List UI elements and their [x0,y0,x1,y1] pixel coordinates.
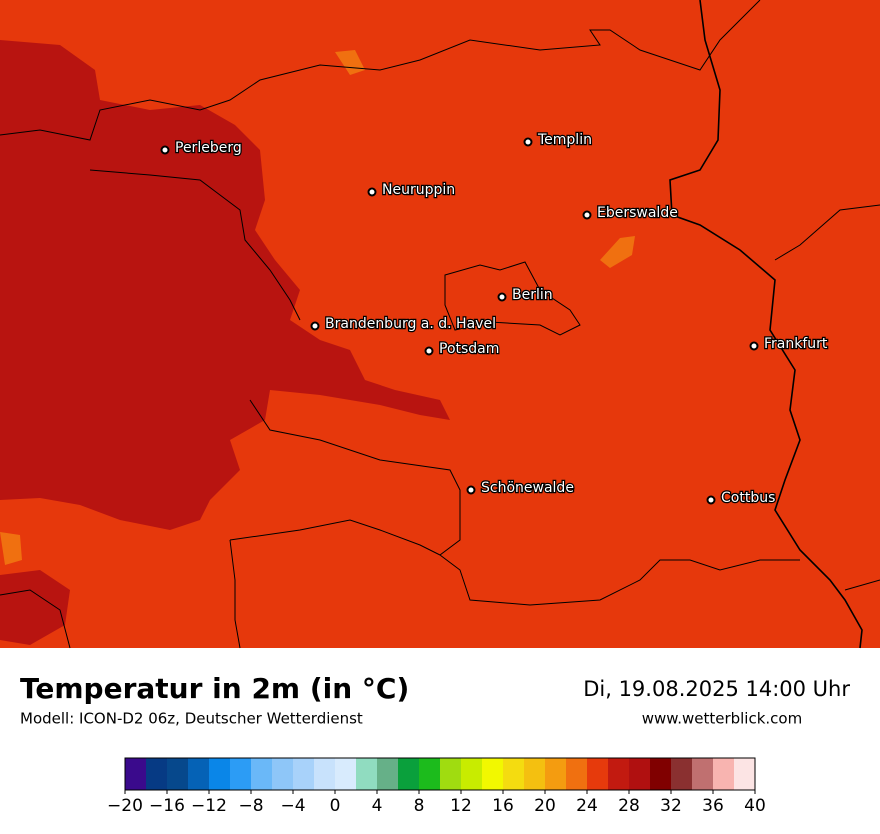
colorbar-tick-label: 4 [372,796,383,816]
colorbar-swatch [335,758,357,790]
city-marker [582,210,592,220]
colorbar-swatch [125,758,147,790]
colorbar-tick-label: −16 [149,796,185,816]
colorbar-tick-label: −12 [191,796,227,816]
date: Di, 19.08.2025 14:00 Uhr [583,677,850,701]
city-marker [466,485,476,495]
city-label: Cottbus [721,490,775,506]
colorbar-swatch [188,758,210,790]
colorbar-tick-label: 36 [702,796,724,816]
city-label: Templin [537,132,592,148]
colorbar-tick-label: 0 [330,796,341,816]
city-label: Frankfurt [764,336,828,352]
city-marker [749,341,759,351]
colorbar-tick-label: −20 [107,796,143,816]
national-border [669,0,863,649]
warm-patch [335,50,365,75]
city-marker [367,187,377,197]
website: www.wetterblick.com [642,710,802,728]
colorbar-swatch [587,758,609,790]
city-label: Schönewalde [481,480,574,496]
colorbar-swatch [461,758,483,790]
colorbar-swatch [377,758,399,790]
colorbar-swatch [251,758,273,790]
colorbar-swatch [671,758,693,790]
colorbar-swatch [650,758,672,790]
state-border [0,0,761,141]
city-label: Perleberg [175,140,242,156]
colorbar-swatch [692,758,714,790]
colorbar-tick-label: 32 [660,796,682,816]
colorbar-swatch [545,758,567,790]
colorbar-swatch [482,758,504,790]
colorbar-swatch [503,758,525,790]
warm-patch [600,236,635,268]
colorbar-tick-label: 24 [576,796,598,816]
colorbar-swatch [356,758,378,790]
colorbar: −20 −16 −12 −8 −4 0 4 8 12 16 20 24 28 32 36 40 [107,757,766,816]
city-label: Neuruppin [382,182,455,198]
colorbar-swatch [608,758,630,790]
colorbar-tick-label: 40 [744,796,766,816]
city-label: Potsdam [439,341,499,357]
colorbar-tick-label: 16 [492,796,514,816]
city-marker [523,137,533,147]
colorbar-tick-label: 28 [618,796,640,816]
city-label: Eberswalde [597,205,678,221]
colorbar-swatch [734,758,756,790]
subtitle: Modell: ICON-D2 06z, Deutscher Wetterdie… [20,710,363,728]
colorbar-swatch [293,758,315,790]
colorbar-swatch [419,758,441,790]
colorbar-swatch [146,758,168,790]
colorbar-tick-label: 12 [450,796,472,816]
district-border [0,169,880,649]
colorbar-swatch [440,758,462,790]
berlin-border [444,261,581,336]
title: Temperatur in 2m (in °C) [20,672,409,705]
colorbar-tick-label: −4 [280,796,305,816]
hot-region [0,40,450,530]
city-marker [706,495,716,505]
colorbar-swatch [713,758,735,790]
colorbar-tick-label: 20 [534,796,556,816]
map [0,0,880,649]
colorbar-frame [124,757,756,791]
colorbar-swatch [230,758,252,790]
warm-patch [0,532,22,565]
city-label: Brandenburg a. d. Havel [325,316,496,332]
colorbar-swatch [398,758,420,790]
colorbar-swatch [566,758,588,790]
colorbar-swatch [314,758,336,790]
city-marker [160,145,170,155]
colorbar-swatch [272,758,294,790]
city-marker [424,346,434,356]
colorbar-tick-label: −8 [238,796,263,816]
colorbar-swatch [209,758,231,790]
colorbar-swatch [629,758,651,790]
hot-patch [0,570,70,645]
city-marker [497,292,507,302]
colorbar-swatch [167,758,189,790]
city-label: Berlin [512,287,553,303]
colorbar-tick-label: 8 [414,796,425,816]
colorbar-swatch [524,758,546,790]
city-marker [310,321,320,331]
